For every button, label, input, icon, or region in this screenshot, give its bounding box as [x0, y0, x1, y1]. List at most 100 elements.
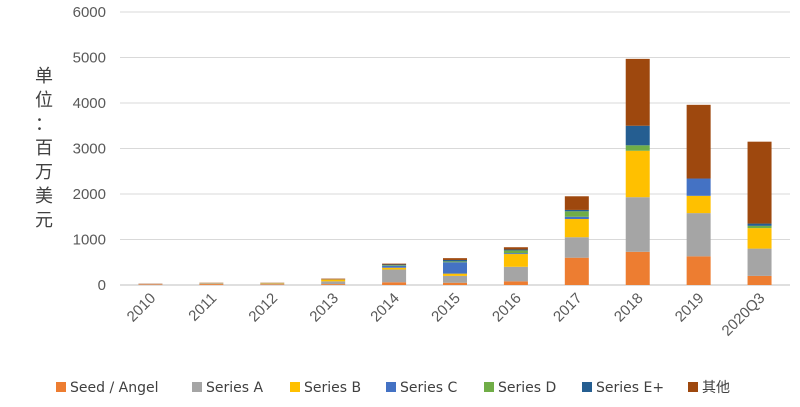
legend-item: Series D [484, 380, 556, 396]
x-tick-label: 2019 [672, 290, 708, 326]
legend-label: Series B [304, 380, 361, 396]
legend-swatch [386, 382, 396, 392]
legend-item: Series B [290, 380, 361, 396]
bars [138, 58, 772, 285]
legend: Seed / Angel Series A Series B Series C Seri… [56, 380, 730, 396]
legend-label: 其他 [702, 380, 730, 396]
bar-segment [260, 283, 285, 285]
y-tick-label: 1000 [73, 232, 106, 249]
bar-segment [747, 223, 772, 226]
legend-swatch [56, 382, 66, 392]
bar-segment [686, 178, 711, 196]
x-tick-label: 2014 [367, 290, 403, 326]
x-tick-label: 2012 [245, 290, 281, 326]
bar-segment [260, 284, 285, 285]
legend-item: Seed / Angel [56, 380, 158, 396]
bar-segment [443, 261, 467, 263]
legend-swatch [688, 382, 698, 392]
bar-segment [443, 258, 467, 260]
legend-item: Series E+ [582, 380, 664, 396]
x-axis-ticks: 2010 2011 2012 2013 2014 2015 2016 2017 2018 2019… [124, 290, 769, 340]
bar-segment [199, 283, 224, 285]
legend-label: Series C [400, 380, 458, 396]
bar-segment [199, 284, 224, 285]
bar-segment [443, 275, 467, 283]
bar-segment [564, 219, 589, 238]
bar-segment [321, 278, 346, 280]
y-tick-label: 4000 [73, 95, 106, 112]
bar-segment [443, 273, 467, 276]
bar-segment [382, 282, 407, 285]
bar-segment [443, 259, 467, 262]
bar-segment [747, 248, 772, 276]
legend-label: Series A [206, 380, 264, 396]
bar-segment [382, 265, 407, 266]
y-axis-label-char: 元 [35, 210, 53, 231]
bar-segment [564, 216, 589, 220]
bar-segment [625, 251, 650, 285]
bar-segment [564, 209, 589, 212]
legend-label: Series E+ [596, 380, 664, 396]
y-axis-label-char: ： [35, 114, 53, 135]
legend-item: 其他 [688, 380, 730, 396]
bar-segment [503, 266, 528, 282]
y-tick-label: 6000 [73, 4, 106, 21]
x-tick-label: 2013 [306, 290, 342, 326]
bar-segment [138, 284, 163, 285]
y-axis-label-char: 单 [35, 66, 53, 87]
legend-label: Series D [498, 380, 556, 396]
bar-segment [747, 225, 772, 229]
bar-segment [443, 262, 467, 274]
bar-segment [503, 281, 528, 285]
y-tick-label: 0 [98, 277, 106, 294]
legend-swatch [192, 382, 202, 392]
bar-segment [686, 195, 711, 214]
bar-segment [625, 58, 650, 126]
bar-segment [686, 256, 711, 285]
bar-segment [747, 275, 772, 285]
y-axis-label-char: 位 [35, 90, 53, 111]
bar-segment [321, 279, 346, 282]
bar-segment [564, 237, 589, 258]
legend-item: Series C [386, 380, 458, 396]
y-tick-label: 3000 [73, 141, 106, 158]
bar-segment [625, 150, 650, 198]
bar-segment [625, 145, 650, 151]
legend-swatch [484, 382, 494, 392]
bar-segment [382, 264, 407, 266]
bar-segment [503, 249, 528, 251]
bar-segment [443, 282, 467, 285]
bar-segment [747, 141, 772, 224]
y-tick-label: 2000 [73, 186, 106, 203]
bar-segment [382, 263, 407, 265]
bar-segment [564, 211, 589, 217]
bar-segment [503, 247, 528, 250]
x-tick-label: 2010 [124, 290, 160, 326]
gridlines [120, 11, 790, 286]
bar-segment [382, 265, 407, 268]
x-tick-label: 2018 [611, 290, 647, 326]
x-tick-label: 2015 [428, 290, 464, 326]
bar-segment [625, 125, 650, 146]
legend-swatch [290, 382, 300, 392]
legend-label: Seed / Angel [70, 380, 158, 396]
bar-segment [382, 267, 407, 270]
legend-swatch [582, 382, 592, 392]
x-tick-label: 2020Q3 [719, 290, 769, 340]
bar-segment [747, 228, 772, 249]
bar-segment [321, 284, 346, 285]
x-tick-label: 2011 [185, 290, 220, 325]
x-tick-label: 2016 [489, 290, 525, 326]
bar-segment [382, 269, 407, 283]
y-axis-label-char: 美 [35, 186, 53, 207]
bar-segment [686, 213, 711, 257]
y-tick-label: 5000 [73, 50, 106, 67]
bar-segment [625, 197, 650, 252]
legend-item: Series A [192, 380, 264, 396]
bar-segment [503, 250, 528, 254]
bar-segment [564, 257, 589, 285]
bar-segment [321, 281, 346, 285]
bar-segment [503, 254, 528, 267]
